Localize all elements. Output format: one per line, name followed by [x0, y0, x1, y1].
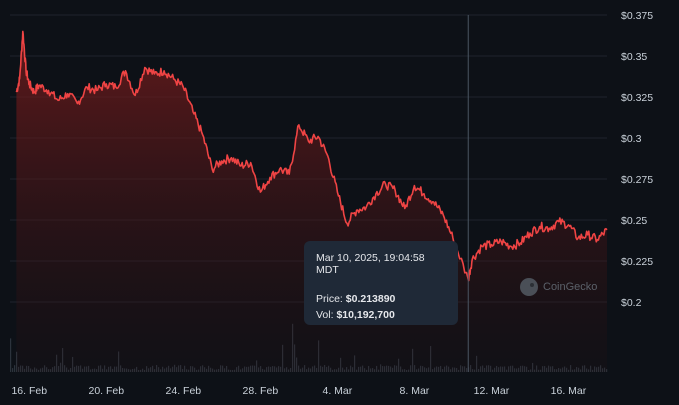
- y-tick-label: $0.3: [621, 133, 642, 145]
- coingecko-logo-icon: [520, 278, 538, 296]
- price-area-fill: [16, 31, 607, 373]
- x-tick-label: 20. Feb: [88, 385, 124, 397]
- x-tick-label: 24. Feb: [166, 385, 202, 397]
- x-tick-label: 28. Feb: [243, 385, 279, 397]
- tooltip-price-value: $0.213890: [345, 293, 396, 305]
- price-area: [15, 30, 608, 373]
- y-tick-label: $0.225: [621, 256, 653, 268]
- volume-bar: [14, 365, 16, 372]
- volume-bar: [12, 368, 14, 372]
- x-axis: 16. Feb 20. Feb 24. Feb 28. Feb 4. Mar 8. Mar…: [11, 385, 586, 397]
- tooltip-price-row: Price: $0.213890: [316, 293, 446, 305]
- y-tick-label: $0.275: [621, 174, 653, 186]
- tooltip-date: Mar 10, 2025, 19:04:58 MDT: [316, 252, 425, 276]
- price-line: [15, 30, 608, 282]
- y-tick-label: $0.25: [621, 215, 647, 227]
- volume-bar: [10, 338, 12, 372]
- coingecko-watermark: CoinGecko: [520, 278, 597, 296]
- x-tick-label: 16. Mar: [551, 385, 587, 397]
- watermark-text: CoinGecko: [543, 281, 598, 293]
- tooltip-vol-label: Vol:: [316, 309, 334, 321]
- tooltip-vol-value: $10,192,700: [336, 309, 395, 321]
- y-axis: $0.375 $0.35 $0.325 $0.3 $0.275 $0.25 $0.225 $0…: [621, 10, 653, 309]
- y-tick-label: $0.35: [621, 51, 647, 63]
- y-tick-label: $0.2: [621, 297, 642, 309]
- price-tooltip: Mar 10, 2025, 19:04:58 MDT Price: $0.213…: [304, 241, 458, 325]
- x-tick-label: 16. Feb: [11, 385, 47, 397]
- tooltip-vol-row: Vol: $10,192,700: [316, 309, 446, 321]
- x-tick-label: 12. Mar: [474, 385, 510, 397]
- x-tick-label: 4. Mar: [323, 385, 353, 397]
- y-tick-label: $0.375: [621, 10, 653, 22]
- x-tick-label: 8. Mar: [400, 385, 430, 397]
- tooltip-price-label: Price:: [316, 293, 343, 305]
- y-tick-label: $0.325: [621, 92, 653, 104]
